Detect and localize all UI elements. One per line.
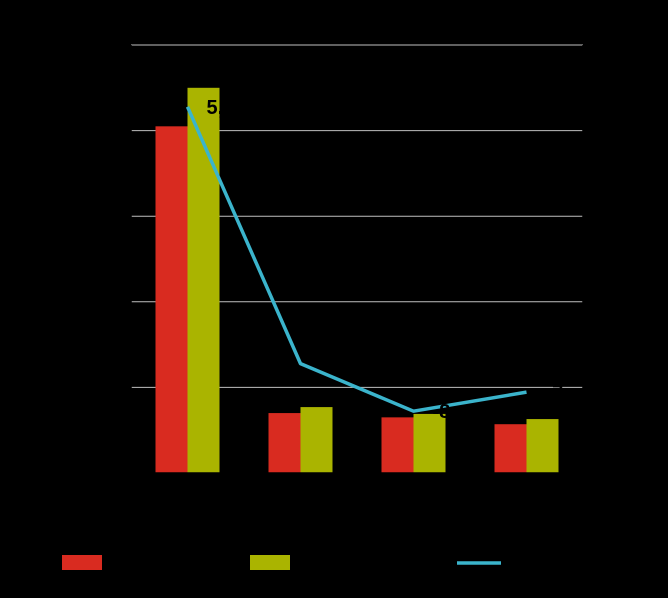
series-line xyxy=(185,106,527,413)
bar xyxy=(155,126,188,473)
bar xyxy=(187,87,220,474)
data-label: -8 xyxy=(433,401,451,423)
bar xyxy=(268,413,301,473)
legend-swatch xyxy=(250,555,290,570)
bars xyxy=(155,87,559,474)
legend-swatch xyxy=(62,555,102,570)
bar xyxy=(413,413,446,473)
bar xyxy=(300,407,333,473)
bar xyxy=(381,417,414,473)
line-series xyxy=(185,106,527,413)
bar xyxy=(494,424,527,473)
legend xyxy=(62,555,501,570)
bar xyxy=(526,419,559,473)
data-labels: 5, -8 -7, xyxy=(207,97,569,423)
axes xyxy=(123,44,591,482)
data-label: 5, xyxy=(207,97,224,119)
data-label: -7, xyxy=(546,382,569,404)
